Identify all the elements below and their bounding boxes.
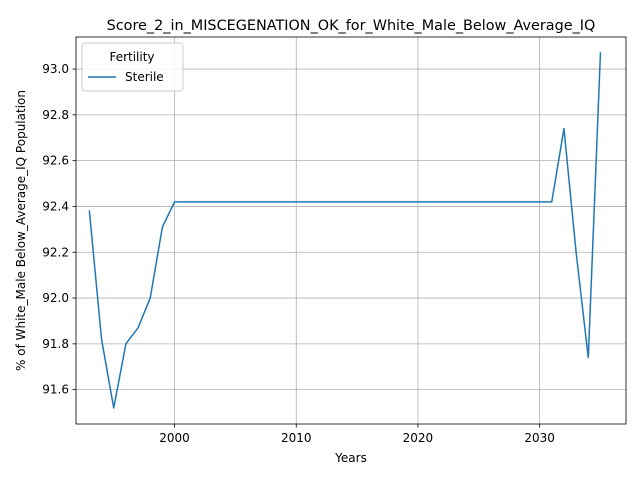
y-tick-label: 92.6: [42, 154, 69, 168]
y-tick-label: 92.0: [42, 291, 69, 305]
x-tick-label: 2030: [524, 431, 555, 445]
x-axis-label: Years: [334, 451, 367, 465]
plot-frame: [75, 36, 627, 425]
chart-title: Score_2_in_MISCEGENATION_OK_for_White_Ma…: [107, 18, 596, 34]
y-tick-label: 92.4: [42, 199, 69, 213]
x-axis-ticks: 2000 2010 2020 2030: [159, 424, 555, 445]
x-tick-label: 2000: [159, 431, 190, 445]
y-tick-label: 91.6: [42, 383, 69, 397]
y-tick-label: 92.2: [42, 245, 69, 259]
x-tick-label: 2020: [403, 431, 434, 445]
grid: [76, 37, 626, 424]
legend: Fertility Sterile: [81, 42, 184, 92]
series-line-sterile: [88, 52, 602, 409]
series-lines: [88, 52, 602, 409]
y-axis-ticks: 91.6 91.8 92.0 92.2 92.4 92.6 92.8 93.0: [42, 62, 76, 397]
legend-box: [81, 42, 184, 92]
y-axis-label: % of White_Male Below_Average_IQ Populat…: [14, 90, 28, 371]
y-tick-label: 93.0: [42, 62, 69, 76]
y-tick-label: 92.8: [42, 108, 69, 122]
x-tick-label: 2010: [281, 431, 312, 445]
legend-title: Fertility: [109, 50, 154, 64]
legend-entry-sterile: Sterile: [125, 70, 164, 84]
y-tick-label: 91.8: [42, 337, 69, 351]
